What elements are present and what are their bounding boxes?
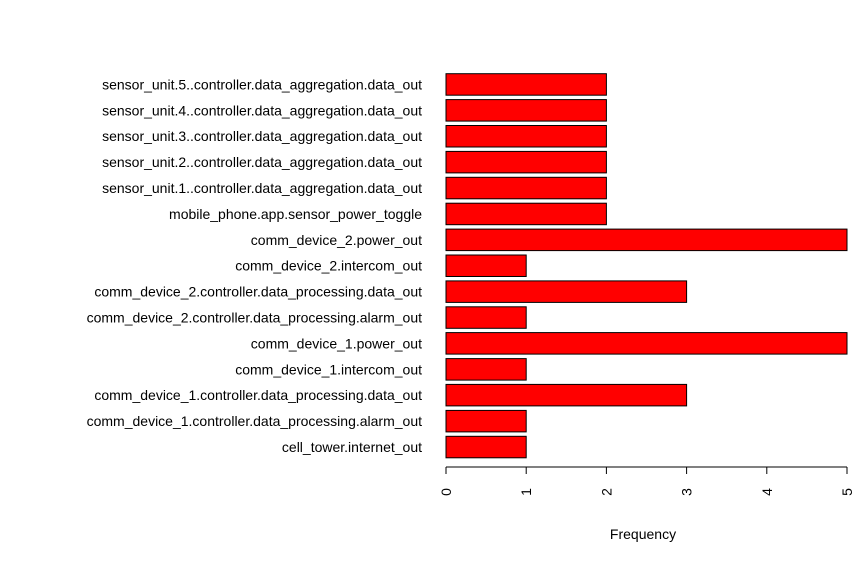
- bar: [445, 125, 607, 148]
- x-axis: 0 1 2 3 4 5: [438, 466, 855, 496]
- bar: [445, 280, 688, 303]
- x-tick-label: 2: [598, 488, 614, 496]
- bar: [445, 202, 607, 226]
- bar: [445, 228, 848, 252]
- category-label: sensor_unit.2..controller.data_aggregati…: [102, 154, 422, 170]
- category-label: comm_device_2.intercom_out: [235, 258, 422, 274]
- bar: [445, 306, 527, 329]
- category-label: comm_device_1.controller.data_processing…: [87, 413, 423, 429]
- bar: [445, 332, 848, 355]
- bar: [445, 409, 527, 433]
- x-tick-label: 1: [518, 488, 534, 496]
- category-label: comm_device_1.power_out: [251, 335, 422, 351]
- category-label: cell_tower.internet_out: [282, 439, 422, 455]
- bar: [445, 435, 527, 459]
- category-labels-group: cell_tower.internet_out comm_device_1.con…: [87, 76, 423, 455]
- bar: [445, 254, 527, 277]
- category-label: sensor_unit.5..controller.data_aggregati…: [102, 76, 422, 92]
- x-tick-label: 4: [759, 488, 775, 496]
- bar: [445, 99, 607, 122]
- bar: [445, 358, 527, 381]
- x-tick-label: 5: [839, 488, 855, 496]
- category-label: comm_device_1.intercom_out: [235, 361, 422, 377]
- category-label: mobile_phone.app.sensor_power_toggle: [169, 206, 422, 222]
- category-label: comm_device_2.controller.data_processing…: [87, 310, 423, 326]
- category-label: sensor_unit.4..controller.data_aggregati…: [102, 102, 422, 118]
- category-label: comm_device_1.controller.data_processing…: [94, 387, 422, 403]
- bar: [445, 150, 607, 174]
- category-label: comm_device_2.power_out: [251, 232, 422, 248]
- category-label: sensor_unit.3..controller.data_aggregati…: [102, 128, 422, 144]
- bar: [445, 383, 688, 407]
- x-tick-label: 0: [438, 488, 454, 496]
- x-axis-title: Frequency: [610, 526, 676, 542]
- bar: [445, 176, 607, 200]
- category-label: comm_device_2.controller.data_processing…: [94, 284, 422, 300]
- bars-group: [445, 73, 848, 459]
- bar: [445, 73, 607, 96]
- category-label: sensor_unit.1..controller.data_aggregati…: [102, 180, 422, 196]
- x-tick-label: 3: [679, 488, 695, 496]
